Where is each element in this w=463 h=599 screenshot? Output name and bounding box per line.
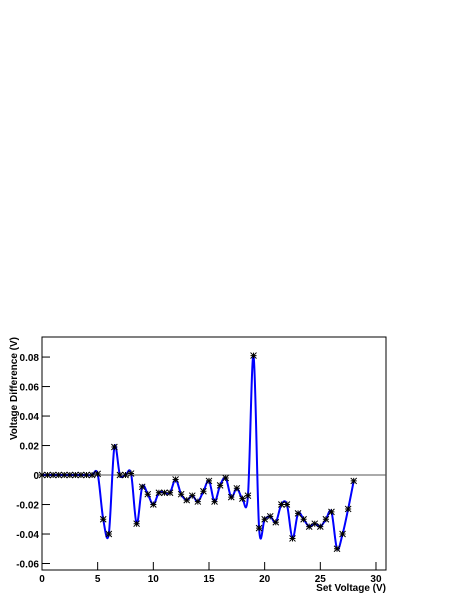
y-tick-label: 0.08 [20, 353, 40, 364]
point-marker [149, 501, 157, 508]
y-tick-label: 0.04 [20, 412, 40, 423]
x-tick-label: 30 [370, 574, 382, 585]
point-marker [339, 530, 346, 538]
point-marker [166, 489, 174, 497]
point-marker [300, 515, 307, 523]
point-marker [244, 492, 252, 500]
series-line [42, 354, 355, 551]
y-tick-label: -0.06 [16, 560, 39, 571]
point-marker [177, 490, 185, 498]
point-marker [55, 471, 63, 479]
point-marker [77, 471, 85, 479]
point-marker [44, 471, 51, 479]
point-marker [289, 535, 296, 542]
point-marker [60, 471, 68, 479]
point-marker [138, 483, 146, 491]
point-marker [144, 490, 152, 498]
point-marker [155, 489, 163, 497]
point-marker [205, 477, 213, 485]
point-marker [49, 471, 57, 479]
point-marker [161, 489, 168, 497]
point-marker [188, 492, 196, 500]
point-marker [200, 487, 207, 495]
point-marker [133, 520, 140, 528]
y-tick-label: 0.06 [20, 383, 40, 394]
x-tick-label: 5 [95, 574, 101, 585]
y-tick-label: 0 [33, 471, 39, 482]
point-marker [261, 515, 269, 523]
point-marker [294, 510, 302, 517]
point-marker [72, 471, 79, 479]
point-marker [94, 470, 102, 478]
point-marker [344, 505, 352, 513]
point-marker [316, 523, 324, 530]
point-marker [122, 471, 129, 479]
point-marker [116, 471, 124, 479]
point-marker [99, 515, 107, 523]
x-tick-label: 15 [203, 574, 215, 585]
point-marker [311, 520, 319, 528]
point-marker [105, 530, 113, 538]
point-marker [183, 496, 191, 504]
point-marker [83, 471, 90, 479]
x-tick-label: 20 [259, 574, 271, 585]
point-marker [111, 443, 118, 451]
x-tick-label: 25 [315, 574, 327, 585]
point-marker [272, 518, 280, 526]
y-axis-title: Voltage Difference (V) [9, 337, 20, 440]
point-marker [66, 471, 74, 479]
point-marker [283, 501, 291, 508]
y-tick-label: 0.02 [20, 442, 40, 453]
point-marker [350, 477, 358, 485]
point-marker [194, 498, 202, 505]
point-marker [172, 476, 179, 483]
point-marker [233, 484, 241, 492]
x-axis-title: Set Voltage (V) [316, 583, 386, 594]
point-marker [305, 523, 313, 530]
point-marker [250, 352, 257, 359]
x-tick-label: 0 [39, 574, 45, 585]
point-marker [255, 524, 263, 532]
point-marker [333, 545, 341, 553]
y-tick-label: -0.04 [16, 530, 39, 541]
point-marker [38, 471, 46, 479]
point-marker [322, 515, 330, 523]
point-marker [239, 495, 246, 502]
point-marker [277, 501, 285, 508]
point-marker [88, 471, 96, 479]
point-marker [227, 493, 235, 501]
point-marker [211, 498, 218, 505]
plot-frame [41, 336, 387, 571]
point-marker [266, 512, 274, 520]
point-marker [222, 474, 230, 482]
y-tick-label: -0.02 [16, 501, 39, 512]
point-marker [127, 470, 135, 477]
point-marker [328, 508, 335, 516]
point-marker [216, 481, 224, 489]
x-tick-label: 10 [148, 574, 160, 585]
